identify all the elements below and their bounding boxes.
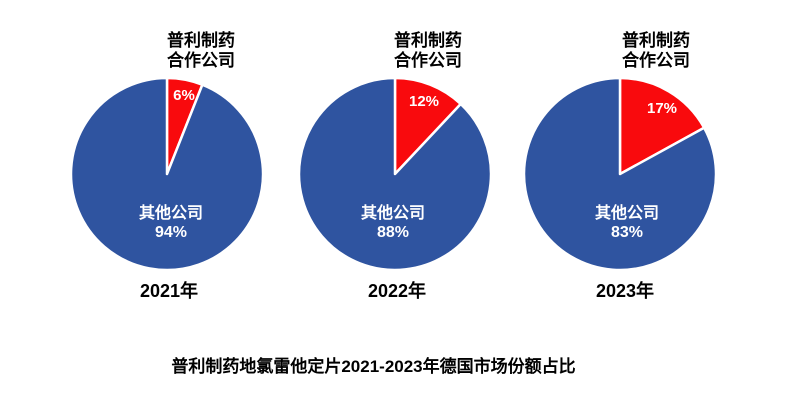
year-label-2021: 2021年 <box>139 281 199 301</box>
others-name: 其他公司 <box>360 205 425 222</box>
callout-line2: 合作公司 <box>622 51 690 70</box>
others-label-2022: 其他公司 88% <box>323 204 463 242</box>
pie-slice-partner <box>618 76 706 176</box>
pie-slice-others <box>297 76 493 272</box>
year-label-2022: 2022年 <box>367 281 427 301</box>
others-label-2021: 其他公司 94% <box>101 204 241 242</box>
callout-partner-2022: 普利制药 合作公司 <box>358 31 498 71</box>
pie-slice-others <box>69 76 265 272</box>
pie-slice-others <box>522 76 718 272</box>
callout-line2: 合作公司 <box>394 51 462 70</box>
callout-line1: 普利制药 <box>394 31 462 50</box>
callout-line1: 普利制药 <box>167 31 235 50</box>
pie-slice-partner <box>393 76 462 176</box>
year-label-2023: 2023年 <box>595 281 655 301</box>
chart-title: 普利制药地氯雷他定片2021-2023年德国市场份额占比 <box>171 357 576 376</box>
others-pct: 83% <box>610 224 644 241</box>
callout-line1: 普利制药 <box>622 31 690 50</box>
callout-partner-2023: 普利制药 合作公司 <box>586 31 726 71</box>
others-name: 其他公司 <box>594 205 659 222</box>
partner-pct-2022: 12% <box>408 93 440 110</box>
others-pct: 88% <box>376 224 410 241</box>
pie-2023 <box>522 76 718 272</box>
callout-line2: 合作公司 <box>167 51 235 70</box>
pie-2021 <box>69 76 265 272</box>
others-label-2023: 其他公司 83% <box>557 204 697 242</box>
others-pct: 94% <box>154 224 188 241</box>
partner-pct-2023: 17% <box>646 100 678 117</box>
others-name: 其他公司 <box>138 205 203 222</box>
pie-2022 <box>297 76 493 272</box>
callout-partner-2021: 普利制药 合作公司 <box>131 31 271 71</box>
partner-pct-2021: 6% <box>173 87 195 104</box>
